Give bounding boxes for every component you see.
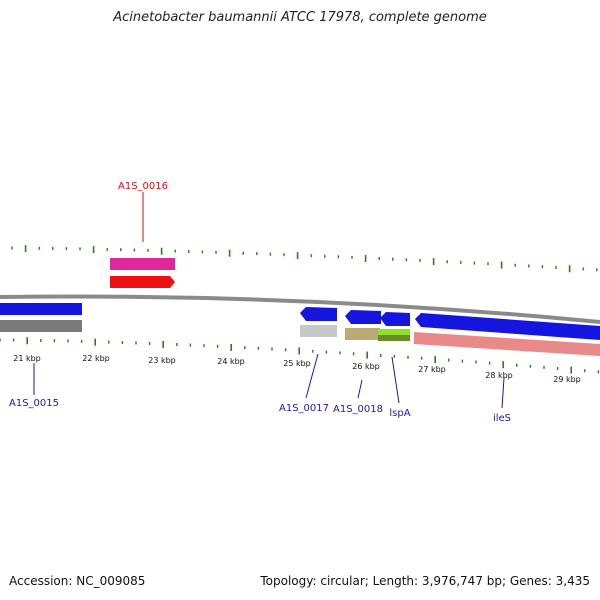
gene-ileS-cds[interactable] [414, 332, 600, 356]
callout-A1S_0018 [357, 379, 363, 399]
callout-A1S_0017 [305, 353, 319, 399]
ruler-label: 25 kbp [283, 359, 311, 368]
gene-A1S_0016-arrow[interactable] [110, 276, 175, 288]
label-lspA[interactable]: lspA [389, 408, 410, 419]
gene-lspA-cds[interactable] [378, 329, 410, 335]
gene-ileS-arrow[interactable] [415, 313, 600, 340]
gene-A1S_0015-bar[interactable] [0, 303, 82, 315]
genome-backbone [0, 294, 600, 324]
accession-text: Accession: NC_009085 [9, 574, 146, 588]
ruler-label: 23 kbp [148, 356, 176, 365]
genome-title: Acinetobacter baumannii ATCC 17978, comp… [113, 10, 487, 25]
gene-labels: A1S_0016 A1S_0015 A1S_0017 A1S_0018 lspA… [9, 181, 511, 424]
ruler-label: 21 kbp [13, 354, 41, 363]
gene-lspA-cds-2[interactable] [378, 335, 410, 341]
callout-lspA [391, 356, 400, 404]
ruler-label: 24 kbp [217, 357, 245, 366]
lower-tick-row [0, 337, 600, 374]
upper-features [110, 258, 175, 288]
label-A1S_0018[interactable]: A1S_0018 [333, 404, 383, 415]
gene-A1S_0018-cds[interactable] [345, 328, 380, 340]
ruler-label: 29 kbp [553, 375, 581, 384]
lower-features [0, 303, 600, 356]
gene-lspA-arrow[interactable] [380, 312, 410, 326]
label-A1S_0017[interactable]: A1S_0017 [279, 403, 329, 414]
ruler-label: 28 kbp [485, 371, 513, 380]
gene-A1S_0015-cds[interactable] [0, 320, 82, 332]
genome-summary-text: Topology: circular; Length: 3,976,747 bp… [260, 574, 590, 588]
upper-tick-row [11, 245, 598, 273]
gene-A1S_0018-arrow[interactable] [345, 310, 381, 324]
ruler-label: 22 kbp [82, 354, 110, 363]
gene-A1S_0016-bar[interactable] [110, 258, 175, 270]
label-A1S_0016[interactable]: A1S_0016 [118, 181, 168, 192]
callout-ileS [501, 377, 505, 409]
callout-lines [33, 192, 505, 409]
ruler-label: 27 kbp [418, 365, 446, 374]
ruler-label: 26 kbp [352, 362, 380, 371]
label-A1S_0015[interactable]: A1S_0015 [9, 398, 59, 409]
ruler-labels: 21 kbp 22 kbp 23 kbp 24 kbp 25 kbp 26 kbp 27 k… [13, 354, 581, 384]
gene-A1S_0017-arrow[interactable] [300, 307, 337, 321]
label-ileS[interactable]: ileS [493, 413, 511, 424]
gene-A1S_0017-cds[interactable] [300, 325, 337, 337]
